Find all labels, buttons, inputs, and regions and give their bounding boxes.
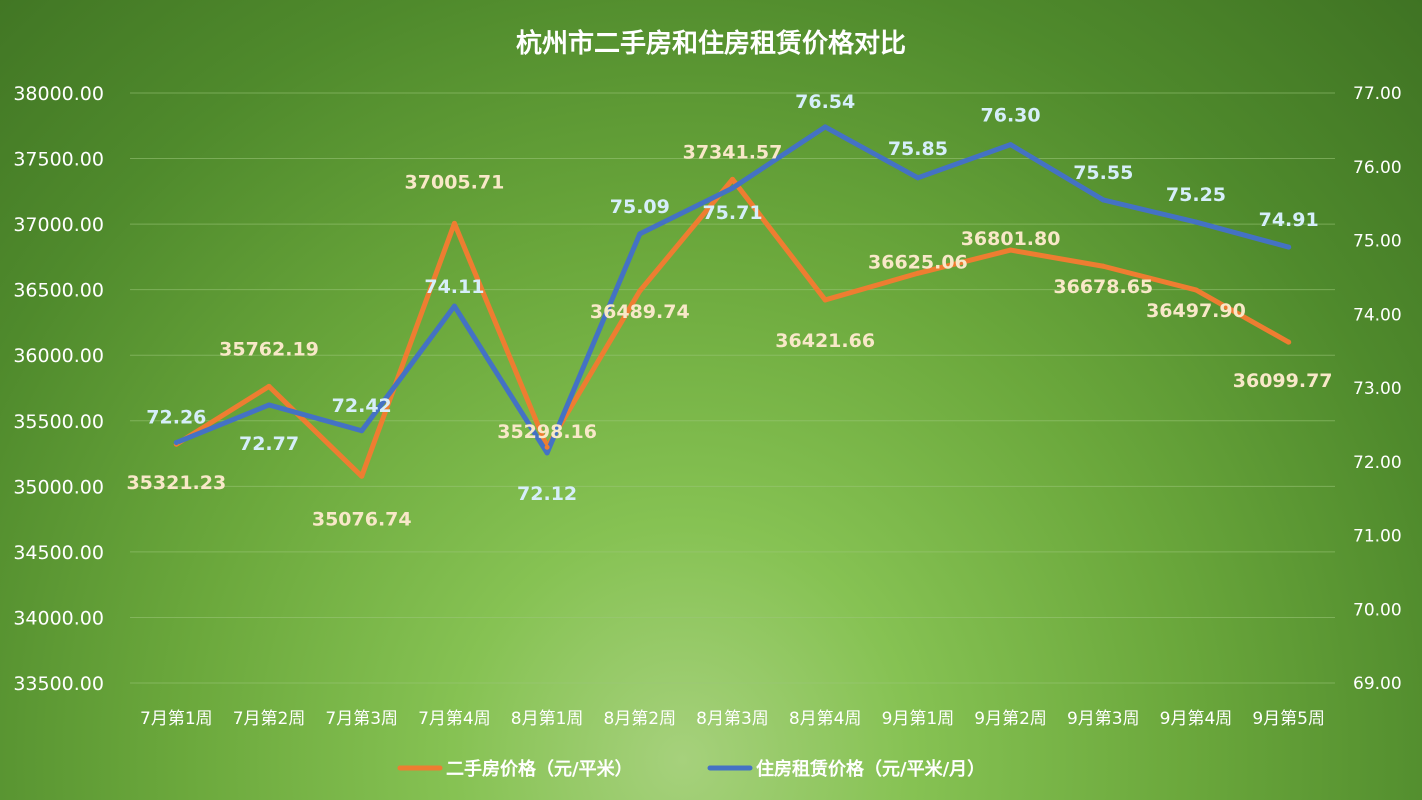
data-label-rental: 75.55 — [1073, 162, 1133, 184]
point-secondhand — [822, 297, 828, 303]
y-left-tick-label: 35500.00 — [13, 411, 104, 433]
x-tick-label: 8月第4周 — [789, 709, 862, 729]
point-secondhand — [1286, 339, 1292, 345]
data-label-rental: 75.09 — [610, 196, 670, 218]
data-label-rental: 75.85 — [888, 138, 948, 160]
point-secondhand — [1008, 247, 1014, 253]
data-label-rental: 72.12 — [517, 483, 577, 505]
data-label-secondhand: 35321.23 — [126, 472, 226, 494]
y-right-tick-label: 73.00 — [1353, 379, 1402, 399]
point-secondhand — [266, 383, 272, 389]
grid-layer — [130, 92, 1335, 684]
data-label-rental: 75.25 — [1166, 184, 1226, 206]
y-left-tick-label: 37000.00 — [13, 214, 104, 236]
point-secondhand — [359, 473, 365, 479]
x-tick-label: 9月第1周 — [882, 709, 955, 729]
y-left-axis: 33500.00 34000.00 34500.00 35000.00 35500.00… — [13, 83, 104, 695]
data-label-secondhand: 36099.77 — [1233, 370, 1333, 392]
y-right-tick-label: 77.00 — [1353, 84, 1402, 104]
point-rental — [544, 450, 550, 456]
x-tick-label: 9月第3周 — [1067, 709, 1140, 729]
y-right-tick-label: 71.00 — [1353, 527, 1402, 547]
point-secondhand — [637, 288, 643, 294]
point-rental — [1008, 142, 1014, 148]
x-tick-label: 7月第4周 — [418, 709, 491, 729]
y-left-tick-label: 37500.00 — [13, 149, 104, 171]
y-right-tick-label: 75.00 — [1353, 232, 1402, 252]
y-right-tick-label: 72.00 — [1353, 453, 1402, 473]
data-label-secondhand: 36421.66 — [775, 330, 875, 352]
chart-title: 杭州市二手房和住房租赁价格对比 — [516, 28, 906, 59]
data-label-secondhand: 36625.06 — [868, 251, 968, 273]
data-label-secondhand: 36497.90 — [1146, 300, 1246, 322]
point-rental — [1286, 244, 1292, 250]
x-tick-label: 7月第2周 — [233, 709, 306, 729]
data-label-secondhand: 36801.80 — [961, 228, 1061, 250]
y-right-tick-label: 76.00 — [1353, 158, 1402, 178]
x-tick-label: 8月第2周 — [603, 709, 676, 729]
data-label-rental: 72.42 — [332, 395, 392, 417]
x-tick-label: 8月第1周 — [511, 709, 584, 729]
y-right-tick-label: 70.00 — [1353, 600, 1402, 620]
x-tick-label: 9月第5周 — [1252, 709, 1325, 729]
legend: 二手房价格（元/平米） 住房租赁价格（元/平米/月） — [397, 758, 985, 780]
y-left-tick-label: 34000.00 — [13, 607, 104, 629]
data-label-rental: 76.54 — [795, 91, 855, 113]
y-right-axis: 69.00 70.00 71.00 72.00 73.00 74.00 75.00 76.00… — [1353, 84, 1402, 694]
y-right-tick-label: 69.00 — [1353, 674, 1402, 694]
point-rental — [451, 303, 457, 309]
legend-label-rental: 住房租赁价格（元/平米/月） — [756, 758, 985, 780]
y-left-tick-label: 36000.00 — [13, 345, 104, 367]
x-axis: 7月第1周 7月第2周 7月第3周 7月第4周 8月第1周 8月第2周 8月第3周 8月第4周… — [140, 709, 1325, 729]
x-tick-label: 7月第1周 — [140, 709, 213, 729]
data-label-rental: 76.30 — [981, 105, 1041, 127]
point-rental — [730, 185, 735, 191]
point-secondhand — [915, 270, 921, 276]
x-tick-label: 9月第4周 — [1160, 709, 1233, 729]
data-label-rental: 74.11 — [424, 276, 484, 298]
y-left-tick-label: 36500.00 — [13, 280, 104, 302]
point-rental — [173, 440, 179, 446]
series-layer — [173, 124, 1292, 479]
x-tick-label: 9月第2周 — [974, 709, 1047, 729]
point-secondhand — [451, 220, 457, 226]
data-label-rental: 72.77 — [239, 433, 299, 455]
legend-label-secondhand: 二手房价格（元/平米） — [446, 758, 633, 780]
point-rental — [1100, 197, 1106, 203]
y-left-tick-label: 38000.00 — [13, 83, 104, 105]
y-right-tick-label: 74.00 — [1353, 305, 1402, 325]
data-label-secondhand: 36489.74 — [590, 301, 690, 323]
y-left-tick-label: 35000.00 — [13, 476, 104, 498]
point-rental — [915, 175, 921, 181]
point-rental — [266, 402, 272, 408]
data-label-secondhand: 35076.74 — [312, 508, 412, 530]
point-rental — [1193, 219, 1199, 225]
point-rental — [637, 231, 643, 237]
point-secondhand — [730, 176, 735, 182]
data-label-secondhand: 35762.19 — [219, 338, 319, 360]
data-label-secondhand: 35298.16 — [497, 421, 597, 443]
point-secondhand — [1100, 263, 1106, 269]
data-labels: 35321.23 35762.19 35076.74 37005.71 35298.16… — [126, 91, 1332, 530]
point-rental — [822, 124, 828, 130]
data-label-secondhand: 37005.71 — [405, 171, 505, 193]
y-left-tick-label: 33500.00 — [13, 673, 104, 695]
point-rental — [359, 428, 365, 434]
point-secondhand — [1193, 287, 1199, 293]
data-label-rental: 75.71 — [702, 202, 762, 224]
y-left-tick-label: 34500.00 — [13, 542, 104, 564]
data-label-rental: 72.26 — [146, 407, 206, 429]
x-tick-label: 8月第3周 — [696, 709, 769, 729]
x-tick-label: 7月第3周 — [325, 709, 398, 729]
data-label-rental: 74.91 — [1259, 209, 1319, 231]
point-secondhand — [544, 444, 550, 450]
data-label-secondhand: 37341.57 — [683, 141, 783, 163]
data-label-secondhand: 36678.65 — [1053, 276, 1153, 298]
